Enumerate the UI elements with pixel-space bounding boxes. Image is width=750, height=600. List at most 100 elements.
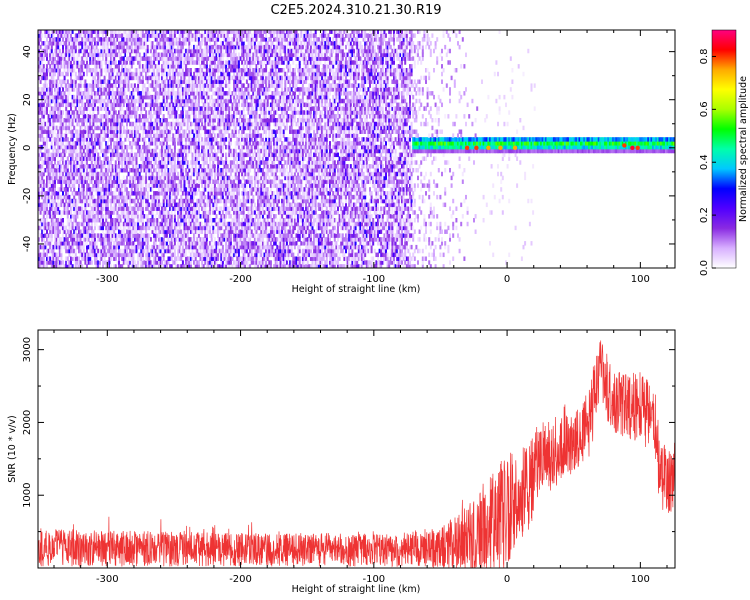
heatmap-cell xyxy=(141,75,144,81)
heatmap-cell xyxy=(153,264,156,268)
heatmap-cell xyxy=(86,133,88,138)
heatmap-cell xyxy=(57,202,60,208)
heatmap-cell xyxy=(84,252,87,258)
heatmap-cell xyxy=(58,144,61,150)
heatmap-cell xyxy=(207,102,210,108)
heatmap-cell xyxy=(73,241,76,246)
heatmap-cell xyxy=(100,206,103,211)
heatmap-cell xyxy=(38,48,40,54)
heatmap-cell xyxy=(38,164,40,169)
heatmap-cell xyxy=(54,98,56,104)
heatmap-cell xyxy=(129,60,132,65)
heatmap-cell xyxy=(47,98,50,104)
heatmap-cell xyxy=(181,152,184,158)
heatmap-cell xyxy=(52,256,55,261)
heatmap-cell xyxy=(100,233,103,238)
heatmap-cell xyxy=(156,144,159,150)
heatmap-cell xyxy=(137,75,140,81)
heatmap-cell xyxy=(90,71,93,77)
heatmap-cell xyxy=(121,94,124,100)
heatmap-cell xyxy=(157,71,160,77)
heatmap-cell xyxy=(135,191,138,196)
heatmap-cell xyxy=(38,264,40,268)
heatmap-cell xyxy=(185,241,188,246)
heatmap-cell xyxy=(116,52,119,58)
heatmap-cell xyxy=(121,87,124,92)
heatmap-cell xyxy=(102,152,104,158)
heatmap-cell xyxy=(105,218,108,223)
heatmap-cell xyxy=(111,148,114,154)
heatmap-cell xyxy=(92,75,95,81)
heatmap-cell xyxy=(86,71,88,77)
heatmap-cell xyxy=(113,79,116,84)
heatmap-cell xyxy=(164,64,167,69)
heatmap-cell xyxy=(55,114,58,119)
heatmap-cell xyxy=(170,125,173,131)
heatmap-cell xyxy=(39,156,42,161)
heatmap-cell xyxy=(87,114,90,119)
heatmap-cell xyxy=(105,214,108,219)
heatmap-cell xyxy=(161,152,164,158)
heatmap-cell xyxy=(38,191,40,196)
heatmap-cell xyxy=(205,52,208,58)
heatmap-cell xyxy=(127,160,130,165)
heatmap-cell xyxy=(165,102,168,108)
heatmap-cell xyxy=(100,141,103,146)
heatmap-cell xyxy=(89,218,92,223)
heatmap-cell xyxy=(151,198,154,204)
heatmap-cell xyxy=(126,244,128,250)
heatmap-cell xyxy=(49,202,52,208)
heatmap-cell xyxy=(57,233,60,238)
heatmap-cell xyxy=(66,125,69,131)
heatmap-cell xyxy=(135,75,138,81)
heatmap-cell xyxy=(153,125,156,131)
heatmap-cell xyxy=(135,48,138,54)
heatmap-cell xyxy=(89,256,92,261)
heatmap-cell xyxy=(57,68,60,73)
heatmap-cell xyxy=(65,102,68,108)
heatmap-cell xyxy=(157,225,160,231)
heatmap-cell xyxy=(74,206,77,211)
heatmap-cell xyxy=(54,129,56,134)
heatmap-cell xyxy=(66,194,69,200)
heatmap-cell xyxy=(119,233,122,238)
heatmap-cell xyxy=(54,202,56,208)
heatmap-cell xyxy=(116,210,119,215)
heatmap-cell xyxy=(70,41,72,46)
heatmap-cell xyxy=(141,87,144,92)
heatmap-cell xyxy=(76,114,79,119)
heatmap-cell xyxy=(49,225,52,231)
heatmap-cell xyxy=(76,241,79,246)
heatmap-cell xyxy=(73,41,76,46)
heatmap-cell xyxy=(132,110,135,115)
heatmap-cell xyxy=(90,241,93,246)
heatmap-cell xyxy=(95,244,98,250)
heatmap-cell xyxy=(124,237,127,242)
heatmap-cell xyxy=(133,102,136,108)
heatmap-cell xyxy=(149,41,152,46)
heatmap-cell xyxy=(151,114,154,119)
heatmap-cell xyxy=(130,152,133,158)
heatmap-cell xyxy=(42,141,45,146)
heatmap-cell xyxy=(44,44,47,50)
heatmap-cell xyxy=(154,102,157,108)
heatmap-cell xyxy=(62,241,64,246)
heatmap-cell xyxy=(79,87,82,92)
heatmap-cell xyxy=(194,94,197,100)
heatmap-cell xyxy=(135,129,138,134)
heatmap-cell xyxy=(126,71,128,77)
heatmap-cell xyxy=(105,83,108,88)
heatmap-cell xyxy=(127,214,130,219)
heatmap-cell xyxy=(121,191,124,196)
heatmap-cell xyxy=(52,41,55,46)
heatmap-cell xyxy=(161,83,164,88)
heatmap-cell xyxy=(141,98,144,104)
heatmap-cell xyxy=(55,133,58,138)
heatmap-cell xyxy=(95,183,98,188)
heatmap-cell xyxy=(145,102,148,108)
heatmap-cell xyxy=(39,37,42,42)
heatmap-cell xyxy=(148,121,151,127)
heatmap-cell xyxy=(58,114,61,119)
heatmap-cell xyxy=(38,148,40,154)
heatmap-cell xyxy=(149,260,152,265)
